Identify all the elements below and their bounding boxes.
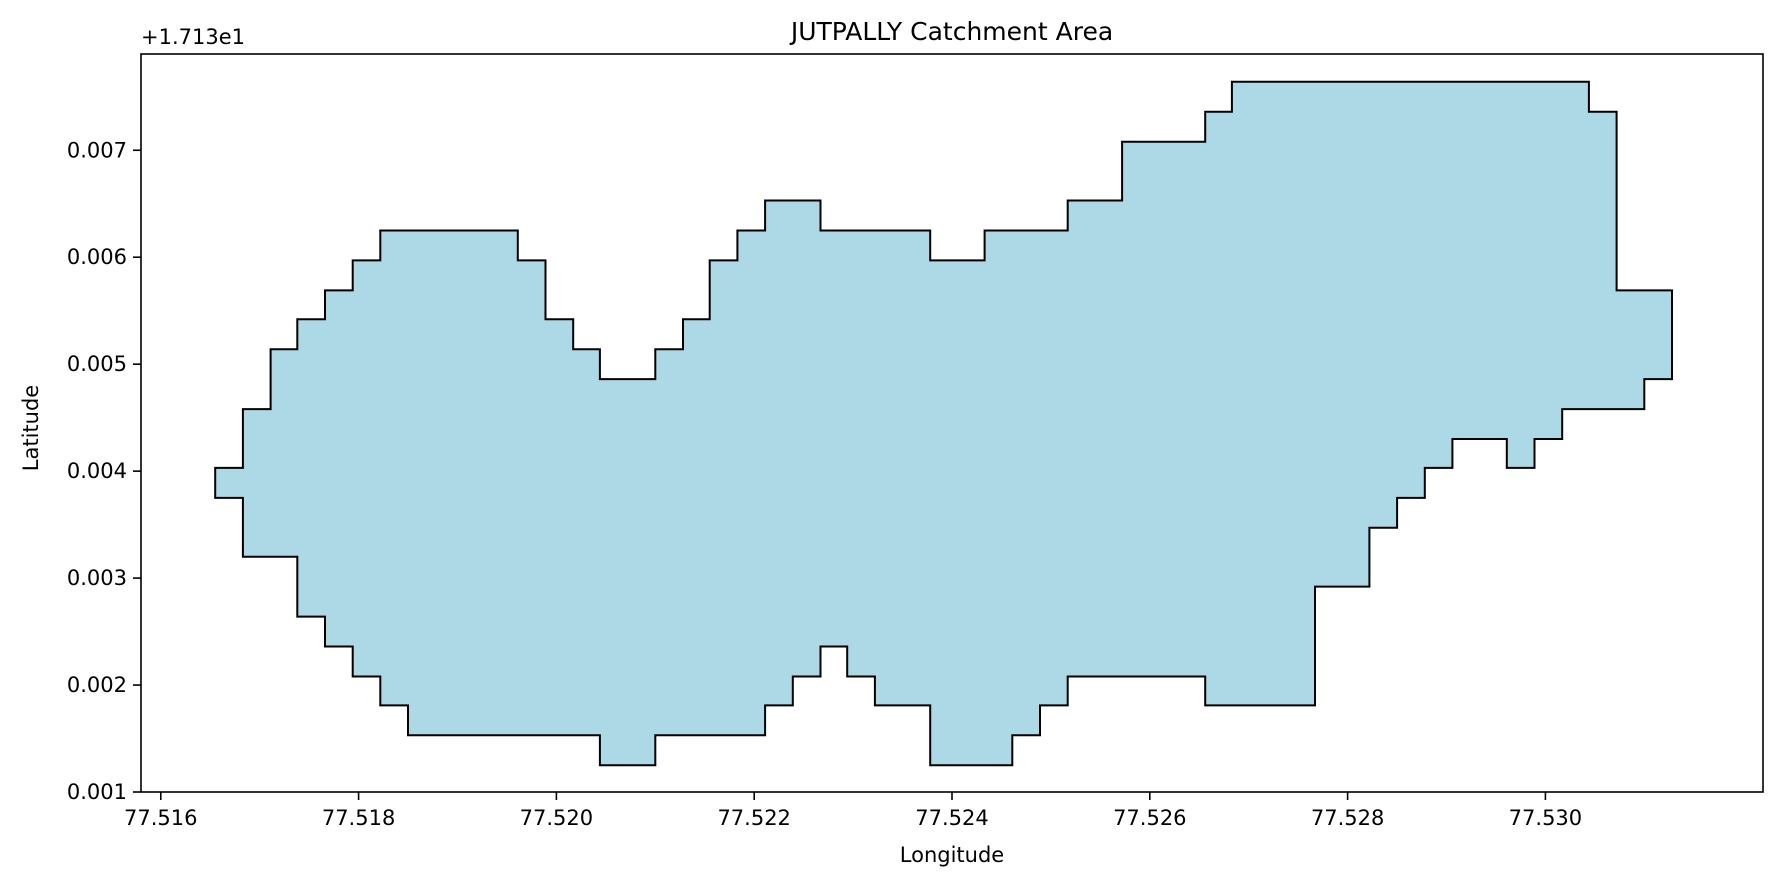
x-axis-label: Longitude <box>900 843 1004 867</box>
x-tick-label: 77.516 <box>124 806 197 830</box>
y-tick-label: 0.007 <box>67 138 127 162</box>
x-tick-label: 77.524 <box>915 806 988 830</box>
x-tick-label: 77.518 <box>322 806 395 830</box>
y-tick-label: 0.002 <box>67 673 127 697</box>
y-tick-label: 0.003 <box>67 566 127 590</box>
y-axis-label: Latitude <box>19 385 43 471</box>
x-tick-label: 77.530 <box>1509 806 1582 830</box>
catchment-area-polygon <box>214 80 1673 767</box>
x-axis: 77.516 77.518 77.520 77.522 77.524 77.526 77.5… <box>124 792 1582 830</box>
y-offset-label: +1.713e1 <box>141 25 245 49</box>
x-tick-label: 77.520 <box>520 806 593 830</box>
x-tick-label: 77.528 <box>1311 806 1384 830</box>
x-tick-label: 77.526 <box>1113 806 1186 830</box>
y-tick-label: 0.005 <box>67 352 127 376</box>
chart-title: JUTPALLY Catchment Area <box>789 17 1113 46</box>
y-tick-label: 0.004 <box>67 459 127 483</box>
y-axis: 0.001 0.002 0.003 0.004 0.005 0.006 0.007 <box>67 138 141 804</box>
x-tick-label: 77.522 <box>717 806 790 830</box>
y-tick-label: 0.001 <box>67 780 127 804</box>
y-tick-label: 0.006 <box>67 245 127 269</box>
